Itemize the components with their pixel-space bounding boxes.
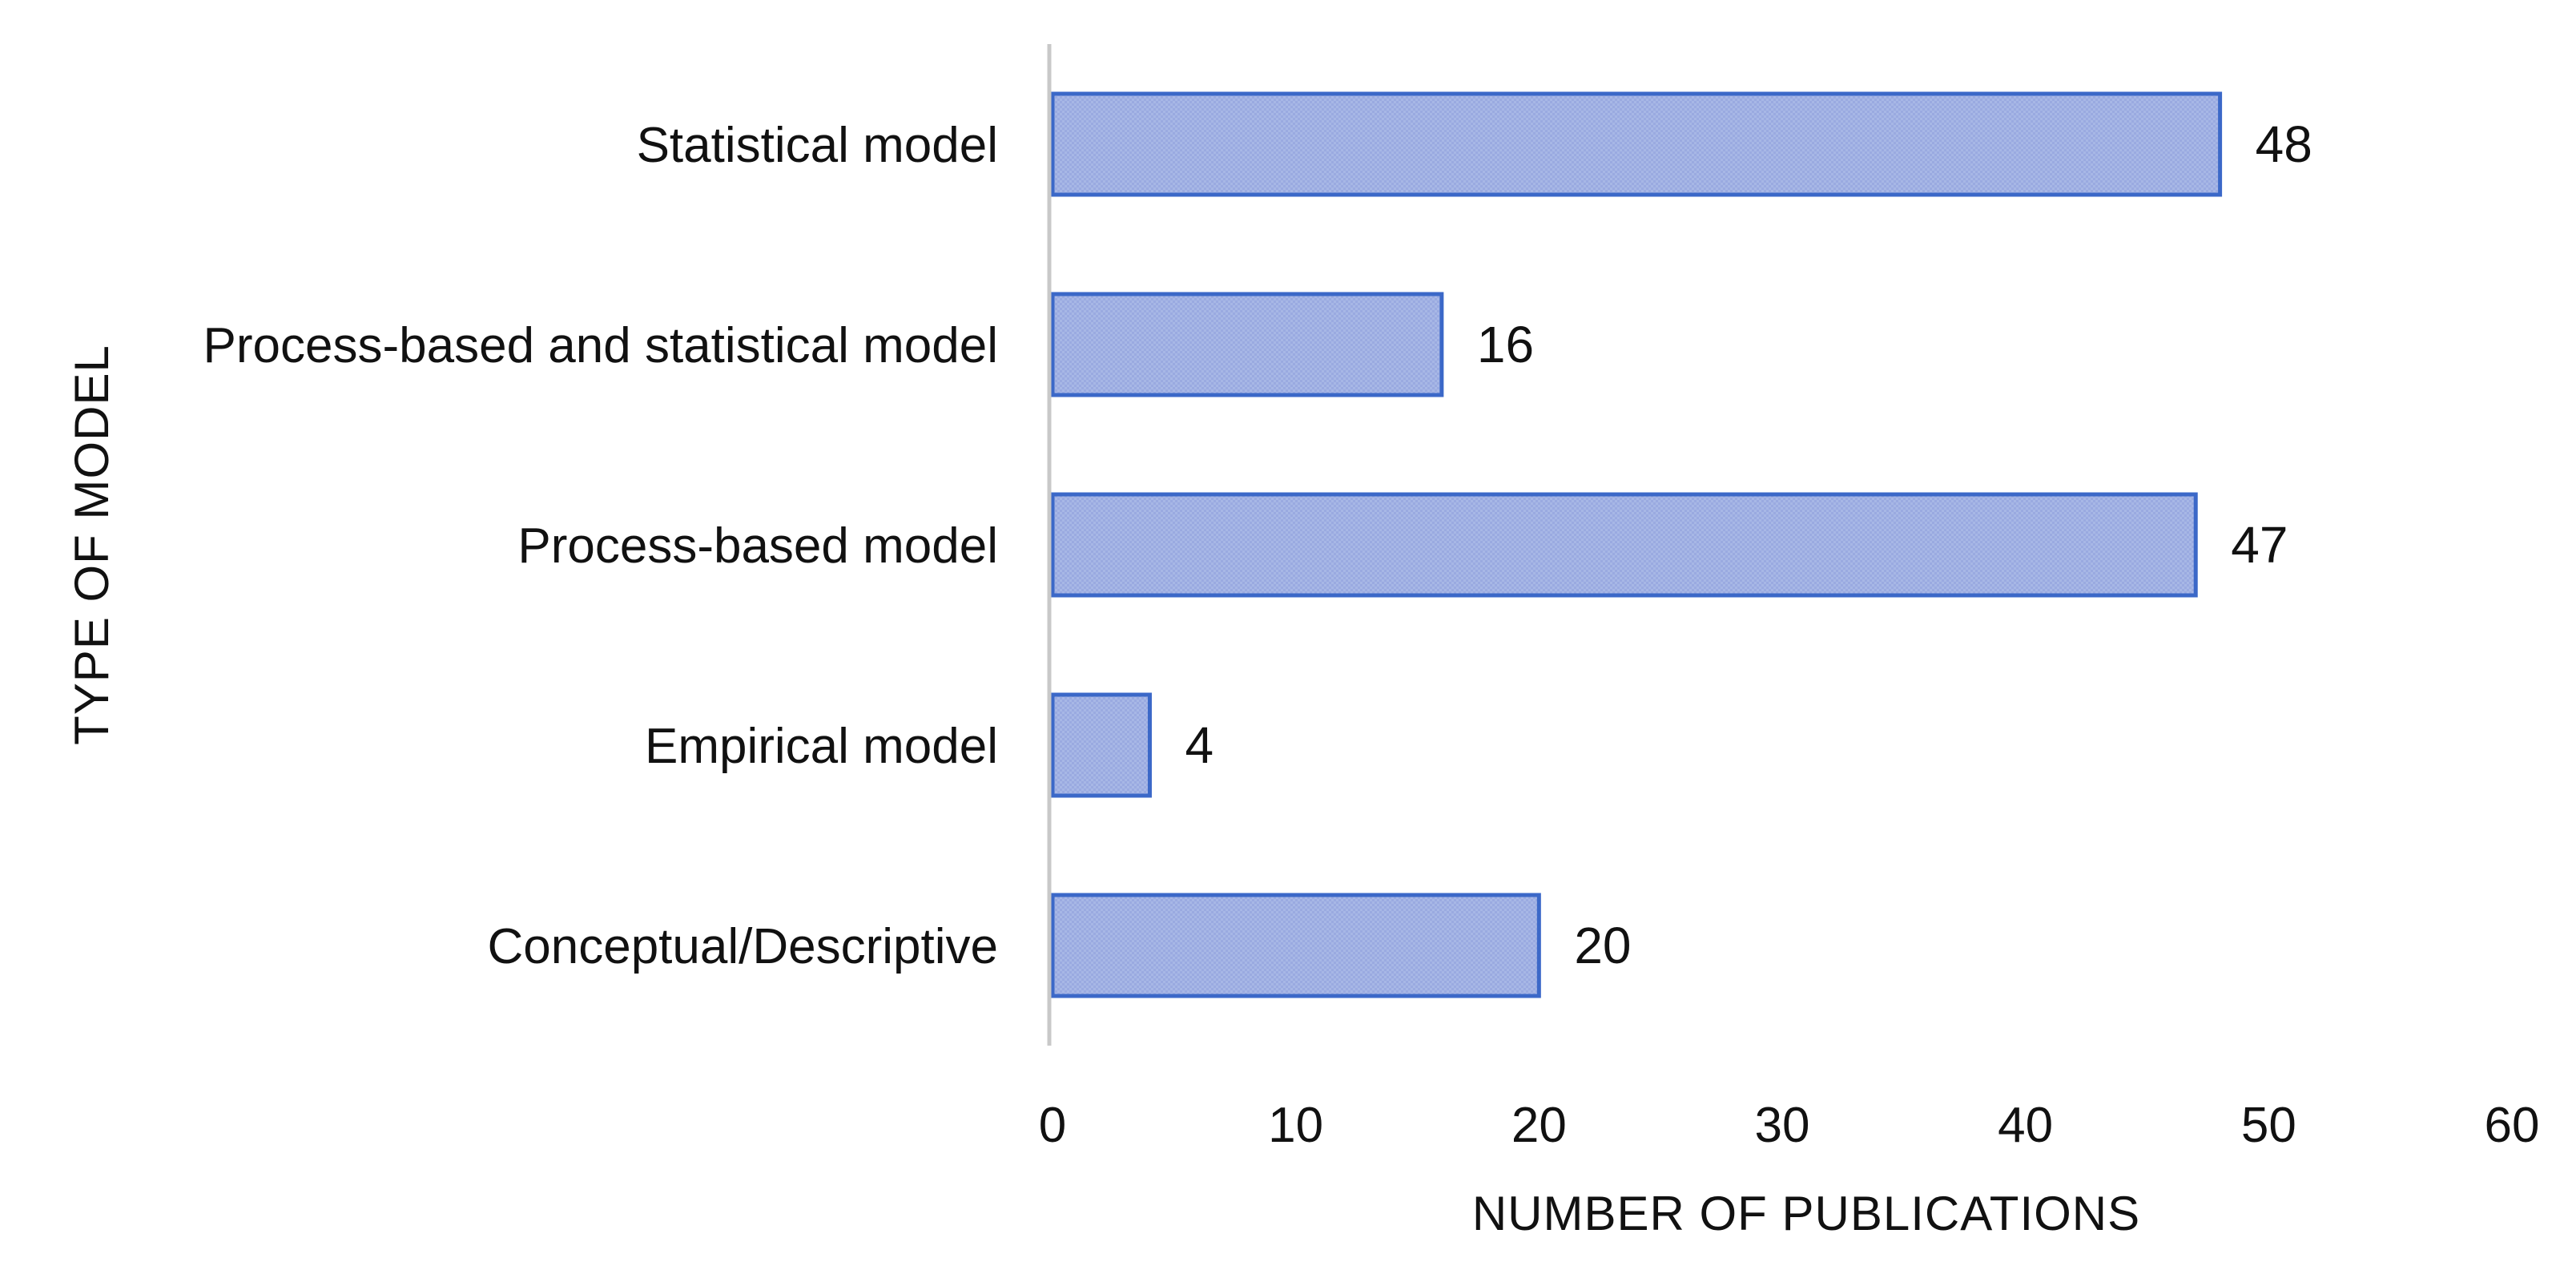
bar-0	[1050, 91, 2223, 197]
data-label-3: 4	[1185, 716, 1214, 774]
bar-3	[1050, 692, 1152, 798]
category-label-4: Conceptual/Descriptive	[487, 919, 998, 974]
y-axis-title: TYPE OF MODEL	[65, 345, 119, 745]
x-axis-title: NUMBER OF PUBLICATIONS	[1472, 1187, 2140, 1240]
bar-2	[1050, 492, 2198, 598]
category-labels-group: Statistical model Process-based and stati…	[203, 118, 998, 974]
category-label-1: Process-based and statistical model	[203, 318, 998, 373]
data-label-4: 20	[1574, 917, 1631, 974]
category-label-0: Statistical model	[637, 118, 998, 173]
category-label-3: Empirical model	[645, 719, 998, 774]
x-tick-label-4: 40	[1998, 1098, 2053, 1153]
bars-group	[1050, 91, 2223, 998]
x-tick-label-1: 10	[1268, 1098, 1323, 1153]
x-tick-label-0: 0	[1039, 1098, 1066, 1153]
category-label-2: Process-based model	[517, 518, 998, 574]
x-tick-label-2: 20	[1511, 1098, 1567, 1153]
x-tick-label-6: 60	[2485, 1098, 2540, 1153]
data-label-0: 48	[2256, 115, 2312, 173]
x-tick-labels-group: 0 10 20 30 40 50 60	[1039, 1098, 2540, 1153]
data-labels-group: 48 16 47 4 20	[1185, 115, 2312, 974]
x-tick-label-5: 50	[2241, 1098, 2296, 1153]
bar-1	[1050, 292, 1444, 397]
bar-4	[1050, 893, 1541, 998]
data-label-1: 16	[1477, 316, 1534, 373]
x-tick-label-3: 30	[1755, 1098, 1810, 1153]
data-label-2: 47	[2231, 516, 2288, 574]
